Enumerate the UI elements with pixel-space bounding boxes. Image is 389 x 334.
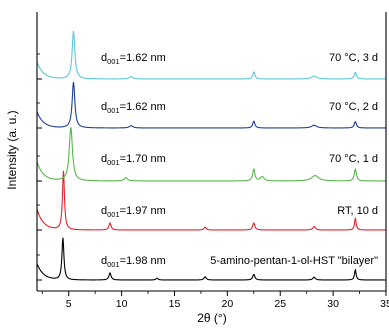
- y-axis-ticks: [37, 53, 42, 281]
- d001-label: d001=1.98 nm: [101, 255, 166, 269]
- d001-label: d001=1.70 nm: [101, 153, 166, 167]
- series-line: [36, 237, 386, 281]
- series-line: [36, 81, 386, 129]
- x-tick-label: 5: [66, 298, 72, 310]
- x-tick-label: 25: [274, 298, 286, 310]
- series-name-label: RT, 10 d: [337, 205, 378, 217]
- x-tick-label: 15: [169, 298, 181, 310]
- series-name-label: 70 °C, 1 d: [329, 153, 378, 165]
- d001-label: d001=1.62 nm: [101, 52, 166, 66]
- series-line: [36, 127, 387, 182]
- curve-annotations: d001=1.98 nm 5-amino-pentan-1-ol-HST "bil…: [101, 52, 378, 269]
- x-tick-label: 35: [380, 298, 389, 310]
- series-name-label: 70 °C, 3 d: [329, 52, 378, 64]
- series-line: [36, 30, 386, 80]
- x-tick-label: 30: [327, 298, 339, 310]
- d001-label: d001=1.62 nm: [101, 101, 166, 115]
- series-name-label: 5-amino-pentan-1-ol-HST "bilayer": [210, 255, 378, 267]
- d001-label: d001=1.97 nm: [101, 205, 166, 219]
- x-tick-label: 20: [222, 298, 234, 310]
- series-line: [36, 170, 386, 231]
- x-axis-title: 2θ (°): [197, 311, 226, 325]
- x-tick-label: 10: [116, 298, 128, 310]
- x-axis-ticks: 5 10 15 20 25 30 35: [41, 291, 389, 310]
- series-curves: [36, 30, 387, 281]
- y-axis-title: Intensity (a. u.): [5, 110, 19, 189]
- series-name-label: 70 °C, 2 d: [329, 101, 378, 113]
